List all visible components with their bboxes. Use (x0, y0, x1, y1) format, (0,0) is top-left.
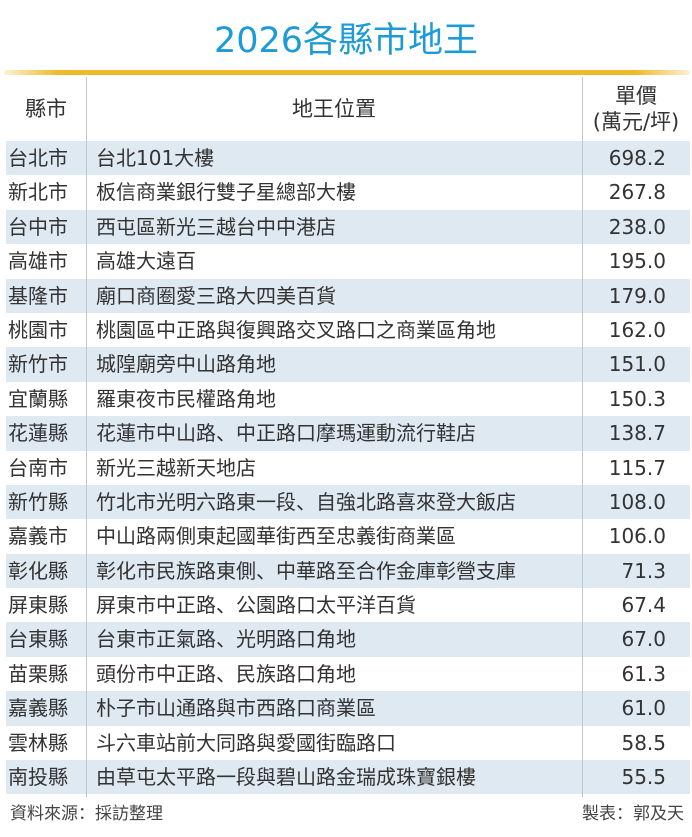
price-cell: 61.0 (621, 696, 666, 721)
header-location: 地王位置 (292, 97, 376, 121)
county-cell: 苗栗縣 (8, 661, 68, 686)
county-cell: 花蓮縣 (8, 421, 68, 446)
county-cell: 宜蘭縣 (8, 386, 68, 411)
county-cell: 雲林縣 (8, 730, 68, 755)
header-price: 單價 (萬元/坪) (582, 77, 690, 141)
price-cell: 71.3 (621, 558, 666, 583)
table-row: 新竹市 城隍廟旁中山路角地 151.0 (6, 347, 690, 382)
header-county: 縣市 (25, 97, 67, 121)
location-cell: 朴子市山通路與市西路口商業區 (96, 696, 376, 721)
header-price-unit: (萬元/坪) (592, 110, 680, 134)
author-note: 製表：郭及天 (582, 804, 684, 824)
county-cell: 台北市 (8, 146, 68, 170)
county-cell: 基隆市 (8, 283, 68, 308)
county-cell: 台南市 (8, 455, 68, 480)
county-cell: 新北市 (8, 180, 68, 205)
table-row: 宜蘭縣 羅東夜市民權路角地 150.3 (6, 382, 690, 416)
table-row: 高雄市 高雄大遠百 195.0 (6, 244, 690, 278)
price-cell: 151.0 (608, 352, 666, 377)
location-cell: 高雄大遠百 (96, 249, 196, 274)
price-cell: 67.4 (621, 593, 666, 618)
table-body: 台北市 台北101大樓 698.2 新北市 板信商業銀行雙子星總部大樓 267.8 台中市 西… (6, 141, 690, 795)
county-cell: 嘉義縣 (8, 696, 68, 721)
table-row: 嘉義市 中山路兩側東起國華街西至忠義街商業區 106.0 (6, 519, 690, 553)
table-row: 雲林縣 斗六車站前大同路與愛國街臨路口 58.5 (6, 726, 690, 760)
price-cell: 55.5 (621, 765, 666, 790)
table-header: 縣市 地王位置 單價 (萬元/坪) (6, 77, 690, 141)
table-row: 桃園市 桃園區中正路與復興路交叉路口之商業區角地 162.0 (6, 313, 690, 347)
price-cell: 267.8 (608, 180, 666, 205)
price-cell: 698.2 (608, 146, 666, 170)
county-cell: 南投縣 (8, 765, 68, 790)
county-cell: 台中市 (8, 214, 68, 239)
county-cell: 嘉義市 (8, 524, 68, 549)
location-cell: 羅東夜市民權路角地 (96, 386, 276, 411)
price-cell: 58.5 (621, 730, 666, 755)
table-row: 南投縣 由草屯太平路一段與碧山路金瑞成珠寶銀樓 55.5 (6, 760, 690, 795)
table-row: 屏東縣 屏東市中正路、公園路口太平洋百貨 67.4 (6, 588, 690, 622)
title-divider (4, 70, 690, 75)
location-cell: 台北101大樓 (96, 146, 215, 170)
table-row: 台東縣 台東市正氣路、光明路口角地 67.0 (6, 622, 690, 657)
location-cell: 彰化市民族路東側、中華路至合作金庫彰營支庫 (96, 558, 516, 583)
price-cell: 67.0 (621, 627, 666, 652)
table-row: 台南市 新光三越新天地店 115.7 (6, 451, 690, 485)
location-cell: 中山路兩側東起國華街西至忠義街商業區 (96, 524, 456, 549)
location-cell: 新光三越新天地店 (96, 455, 256, 480)
price-cell: 179.0 (608, 283, 666, 308)
county-cell: 彰化縣 (8, 558, 68, 583)
location-cell: 竹北市光明六路東一段、自強北路喜來登大飯店 (96, 489, 516, 514)
header-price-label: 單價 (615, 84, 657, 108)
price-cell: 238.0 (608, 214, 666, 239)
price-cell: 61.3 (621, 661, 666, 686)
column-divider (582, 77, 583, 797)
location-cell: 廟口商圈愛三路大四美百貨 (96, 283, 336, 308)
county-cell: 台東縣 (8, 627, 68, 652)
table-row: 花蓮縣 花蓮市中山路、中正路口摩瑪運動流行鞋店 138.7 (6, 416, 690, 451)
price-cell: 162.0 (608, 317, 666, 342)
price-cell: 106.0 (608, 524, 666, 549)
location-cell: 頭份市中正路、民族路口角地 (96, 661, 356, 686)
price-cell: 195.0 (608, 249, 666, 274)
location-cell: 西屯區新光三越台中中港店 (96, 214, 336, 239)
table-row: 基隆市 廟口商圈愛三路大四美百貨 179.0 (6, 278, 690, 313)
land-price-table: 縣市 地王位置 單價 (萬元/坪) 台北市 台北101大樓 698.2 新北市 板信商業… (6, 77, 690, 795)
column-divider (86, 77, 87, 797)
table-row: 彰化縣 彰化市民族路東側、中華路至合作金庫彰營支庫 71.3 (6, 553, 690, 589)
table-row: 苗栗縣 頭份市中正路、民族路口角地 61.3 (6, 657, 690, 691)
table-row: 嘉義縣 朴子市山通路與市西路口商業區 61.0 (6, 691, 690, 726)
table-row: 台中市 西屯區新光三越台中中港店 238.0 (6, 209, 690, 245)
county-cell: 新竹縣 (8, 489, 68, 514)
county-cell: 新竹市 (8, 352, 68, 377)
table-row: 新竹縣 竹北市光明六路東一段、自強北路喜來登大飯店 108.0 (6, 484, 690, 520)
county-cell: 屏東縣 (8, 593, 68, 618)
page-title: 2026各縣市地王 (213, 21, 479, 61)
table-row: 新北市 板信商業銀行雙子星總部大樓 267.8 (6, 175, 690, 209)
price-cell: 115.7 (608, 455, 666, 480)
location-cell: 桃園區中正路與復興路交叉路口之商業區角地 (96, 317, 496, 342)
location-cell: 台東市正氣路、光明路口角地 (96, 627, 356, 652)
table-row: 台北市 台北101大樓 698.2 (6, 141, 690, 176)
county-cell: 桃園市 (8, 317, 68, 342)
county-cell: 高雄市 (8, 249, 68, 274)
price-cell: 138.7 (608, 421, 666, 446)
price-cell: 150.3 (608, 386, 666, 411)
location-cell: 板信商業銀行雙子星總部大樓 (96, 180, 356, 205)
price-cell: 108.0 (608, 489, 666, 514)
location-cell: 斗六車站前大同路與愛國街臨路口 (96, 730, 396, 755)
location-cell: 屏東市中正路、公園路口太平洋百貨 (96, 593, 416, 618)
location-cell: 城隍廟旁中山路角地 (96, 352, 276, 377)
location-cell: 由草屯太平路一段與碧山路金瑞成珠寶銀樓 (96, 765, 476, 790)
location-cell: 花蓮市中山路、中正路口摩瑪運動流行鞋店 (96, 421, 476, 446)
source-note: 資料來源：採訪整理 (10, 804, 163, 824)
